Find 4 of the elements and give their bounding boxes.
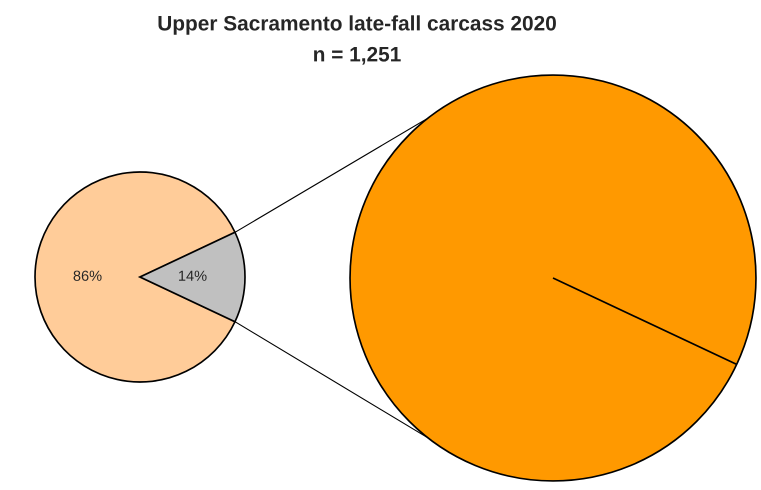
chart-subtitle: n = 1,251 bbox=[314, 46, 401, 65]
data-label: 14% bbox=[179, 270, 207, 281]
data-label: 86% bbox=[74, 270, 102, 281]
chart-title: Upper Sacramento late-fall carcass 2020 bbox=[158, 15, 556, 35]
